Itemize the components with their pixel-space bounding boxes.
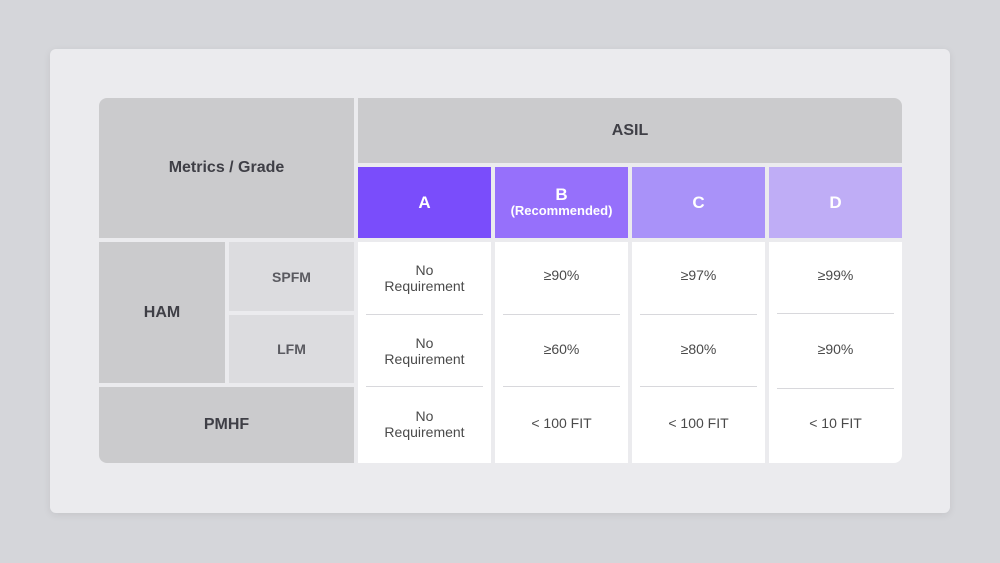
row-divider (503, 314, 620, 315)
row-divider (366, 314, 483, 315)
metrics-grade-header: Metrics / Grade (99, 98, 354, 238)
value-line: ≥80% (680, 341, 717, 357)
value-line: No (415, 262, 434, 278)
pmhf-value-c: < 100 FIT (632, 387, 765, 459)
spfm-row-header: SPFM (229, 242, 354, 311)
spfm-value-c: ≥97% (632, 242, 765, 308)
grade-a-header: A (358, 167, 491, 238)
row-divider (503, 386, 620, 387)
value-line: Requirement (384, 278, 465, 294)
grade-b-letter: B (555, 184, 568, 204)
value-line: ≥97% (680, 267, 717, 283)
row-divider (640, 314, 757, 315)
pmhf-value-b: < 100 FIT (495, 387, 628, 459)
column-a-values (358, 242, 491, 463)
lfm-value-a: No Requirement (358, 315, 491, 386)
pmhf-row-header: PMHF (99, 387, 354, 463)
spfm-value-a: No Requirement (358, 242, 491, 314)
row-divider (640, 386, 757, 387)
pmhf-value-a: No Requirement (358, 387, 491, 460)
grade-c-letter: C (692, 192, 705, 212)
asil-header: ASIL (358, 98, 902, 163)
grade-b-header: B (Recommended) (495, 167, 628, 238)
value-line: Requirement (384, 350, 465, 367)
column-d-values (769, 242, 902, 463)
row-divider (366, 386, 483, 387)
row-divider (777, 313, 894, 314)
value-line: < 100 FIT (668, 415, 729, 431)
grade-c-header: C (632, 167, 765, 238)
pmhf-value-d: < 10 FIT (769, 387, 902, 459)
asil-metrics-table: Metrics / Grade ASIL A B (Recommended) C… (99, 98, 902, 463)
lfm-value-d: ≥90% (769, 315, 902, 383)
ham-row-header: HAM (99, 242, 225, 383)
lfm-value-b: ≥60% (495, 315, 628, 383)
value-line: ≥60% (543, 341, 580, 357)
value-line: Requirement (384, 423, 465, 440)
grade-d-letter: D (829, 192, 842, 212)
value-line: No (415, 334, 434, 351)
grade-b-note: (Recommended) (510, 202, 613, 218)
spfm-value-b: ≥90% (495, 242, 628, 308)
lfm-row-header: LFM (229, 315, 354, 383)
value-line: No (415, 407, 434, 424)
value-line: ≥90% (817, 341, 854, 357)
value-line: ≥90% (543, 267, 580, 283)
value-line: < 100 FIT (531, 415, 592, 431)
row-divider (777, 388, 894, 389)
lfm-value-c: ≥80% (632, 315, 765, 383)
grade-d-header: D (769, 167, 902, 238)
value-line: ≥99% (817, 267, 854, 283)
grade-a-letter: A (418, 192, 431, 212)
spfm-value-d: ≥99% (769, 242, 902, 308)
value-line: < 10 FIT (809, 415, 862, 431)
column-b-values (495, 242, 628, 463)
column-c-values (632, 242, 765, 463)
